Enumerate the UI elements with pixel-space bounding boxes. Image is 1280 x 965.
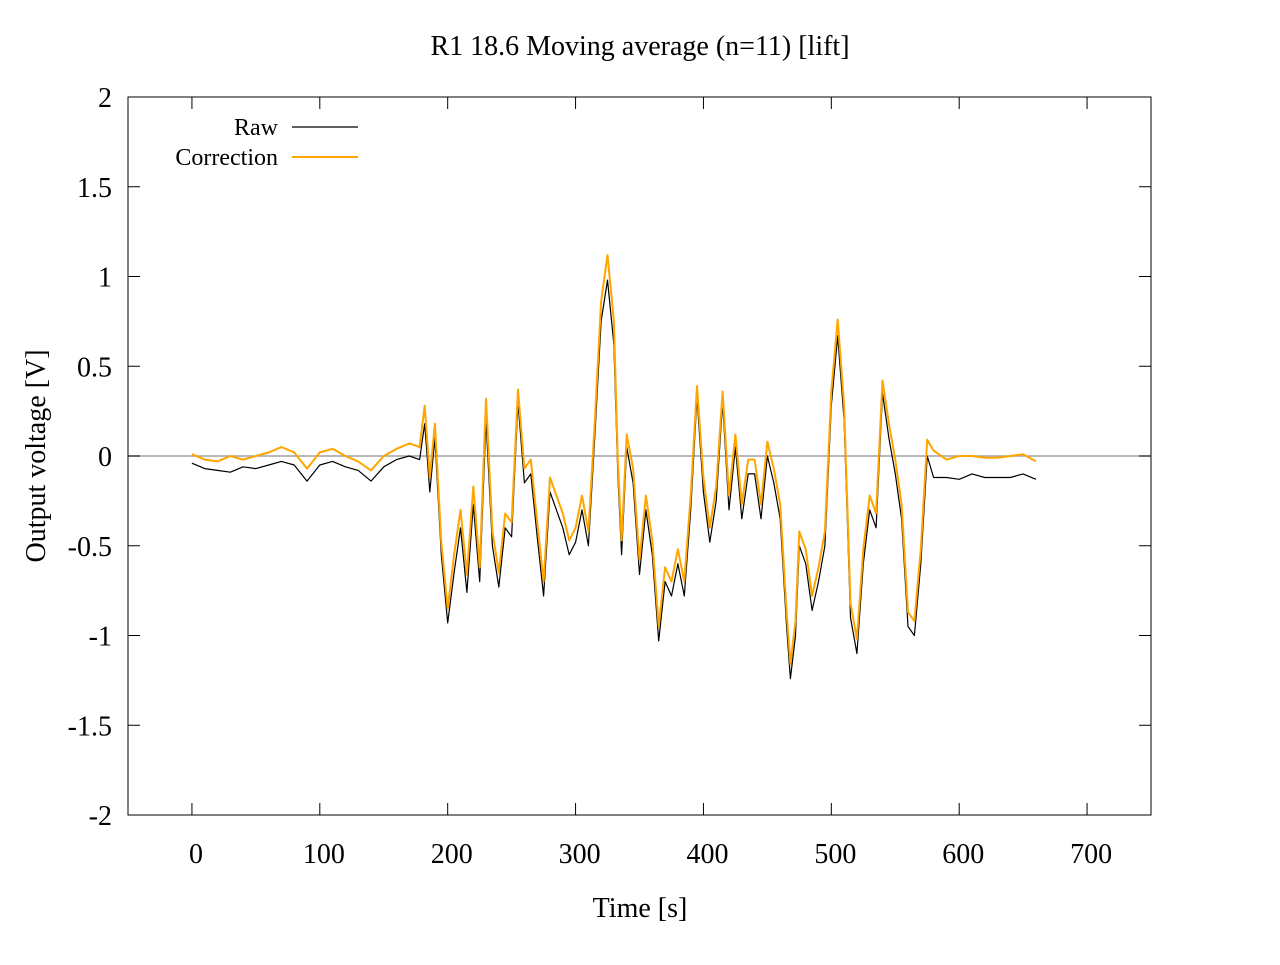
plot-area: 0 100 200 300 400 500 600 700 2 1.5 1 0.5 0 -0.5 -1 -1.… (68, 83, 1152, 870)
series-line-correction (191, 254, 1037, 666)
x-tick-label: 0 (189, 839, 203, 870)
x-tick-label: 700 (1070, 839, 1112, 870)
y-tick-label: 0.5 (77, 352, 112, 383)
x-tick-label: 500 (814, 839, 856, 870)
y-tick-label: -0.5 (68, 532, 112, 563)
chart-title: R1 18.6 Moving average (n=11) [lift] (430, 31, 849, 62)
legend-label: Raw (234, 115, 279, 141)
y-tick-label: 1 (98, 263, 112, 294)
series-line-raw (191, 279, 1037, 680)
plot-frame (127, 96, 1152, 816)
legend: Raw Correction (175, 115, 358, 171)
legend-label: Correction (175, 145, 278, 171)
y-tick-label: 0 (98, 442, 112, 473)
x-tick-label: 600 (942, 839, 984, 870)
x-tick-label: 300 (559, 839, 601, 870)
x-tick-label: 100 (303, 839, 345, 870)
x-axis-label: Time [s] (593, 893, 688, 924)
y-tick-label: 1.5 (77, 173, 112, 204)
y-axis-label: Output voltage [V] (21, 349, 52, 562)
x-tick-label: 200 (431, 839, 473, 870)
y-tick-label: -2 (89, 801, 112, 832)
y-tick-label: -1 (89, 622, 112, 653)
x-tick-label: 400 (686, 839, 728, 870)
y-tick-label: -1.5 (68, 711, 112, 742)
y-tick-label: 2 (98, 83, 112, 114)
